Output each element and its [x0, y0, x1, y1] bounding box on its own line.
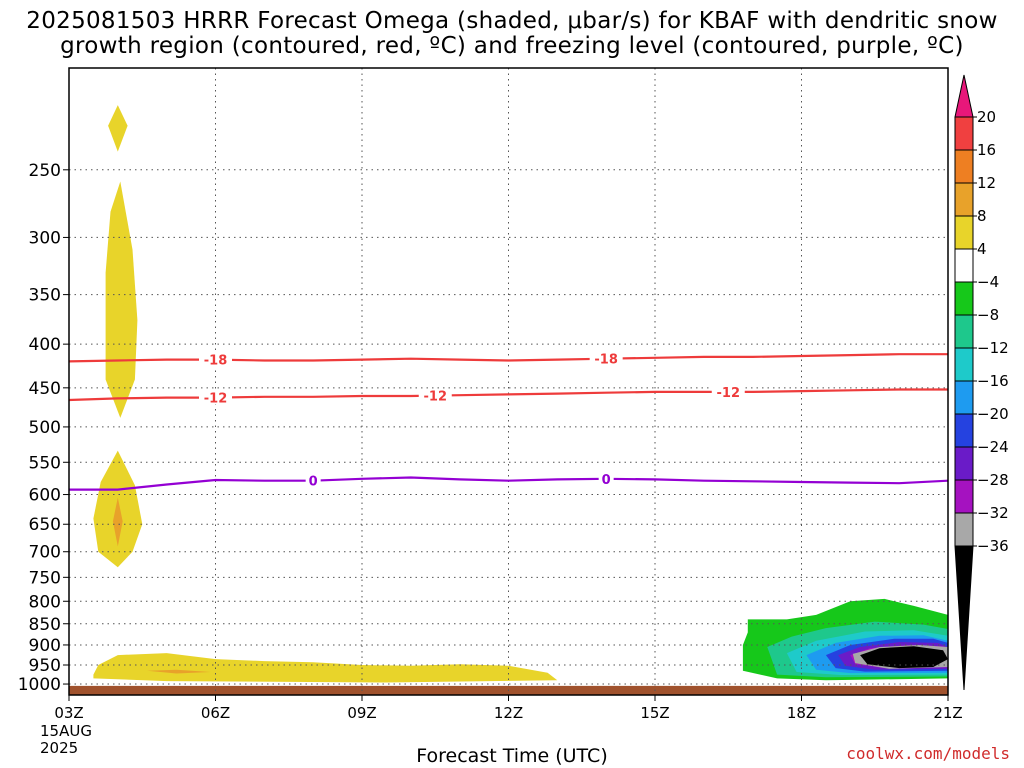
- start-year-label: 2025: [40, 739, 79, 757]
- colorbar-bin: [954, 413, 974, 448]
- y-tick-label: 550: [29, 453, 61, 473]
- y-tick-label: 650: [29, 515, 61, 535]
- colorbar-bin: [954, 116, 974, 151]
- x-tick-label: 18Z: [787, 704, 816, 722]
- contour-label-bg: [199, 352, 232, 367]
- contour-label: -12: [424, 390, 448, 405]
- y-tick-label: 900: [29, 636, 61, 656]
- contour-label: 0: [602, 473, 611, 488]
- colorbar-label: 16: [977, 141, 996, 159]
- contour-label: 0: [309, 475, 318, 490]
- colorbar-bin: [954, 347, 974, 382]
- y-tick-label: 250: [29, 161, 61, 181]
- y-tick-label: 750: [29, 568, 61, 588]
- x-tick-label: 03Z: [54, 704, 83, 722]
- start-date-label: 15AUG: [40, 722, 92, 740]
- credit-link[interactable]: coolwx.com/models: [846, 744, 1010, 763]
- y-tick-label: 400: [29, 335, 61, 355]
- colorbar-bin: [954, 182, 974, 217]
- omega-region-low-level-core: [147, 669, 211, 674]
- contour-label: -12: [717, 386, 741, 401]
- y-tick-label: 600: [29, 486, 61, 506]
- y-tick-label: 500: [29, 418, 61, 438]
- omega-region-upper-rising-tip: [108, 105, 128, 152]
- contour-label-bg: [589, 351, 623, 366]
- colorbar-bin: [954, 380, 974, 415]
- contour-label-bg: [305, 473, 321, 488]
- colorbar-label: −28: [977, 471, 1009, 489]
- contour-lines: -18 -18 -12 -12 -12 0 0: [69, 351, 948, 491]
- colorbar-label: −8: [977, 306, 999, 324]
- colorbar-bin: [954, 149, 974, 184]
- colorbar-label: 4: [977, 240, 987, 258]
- omega-region-mid-rising-core: [112, 497, 123, 547]
- chart-title-line-1: 2025081503 HRRR Forecast Omega (shaded, …: [26, 8, 998, 34]
- contour-label: -18: [594, 353, 618, 368]
- colorbar-label: −4: [977, 273, 999, 291]
- colorbar: 20 16 12 8 4 −4 −8 −12 −16 −20 −24 −28 −32 −36: [954, 74, 1009, 691]
- x-axis-title: Forecast Time (UTC): [416, 745, 608, 767]
- colorbar-label: −36: [977, 537, 1009, 555]
- contour-label: -18: [204, 354, 228, 369]
- x-tick-label: 15Z: [640, 704, 669, 722]
- omega-region-low-level-rising: [93, 653, 558, 683]
- x-tick-label: 12Z: [494, 704, 523, 722]
- contour-line: [69, 476, 948, 491]
- y-tick-label: 350: [29, 286, 61, 306]
- contour-label-bg: [598, 471, 614, 486]
- colorbar-bin: [954, 545, 974, 691]
- contour-label-bg: [711, 384, 745, 399]
- colorbar-bin: [954, 446, 974, 481]
- colorbar-label: −12: [977, 339, 1009, 357]
- x-tick-label: 21Z: [933, 704, 962, 722]
- y-axis: 2503003504004505005506006507007508008509…: [18, 161, 69, 695]
- y-tick-label: 850: [29, 615, 61, 635]
- colorbar-label: −24: [977, 438, 1009, 456]
- colorbar-label: 8: [977, 207, 987, 225]
- chart-title-line-2: growth region (contoured, red, ºC) and f…: [60, 33, 964, 59]
- colorbar-label: −20: [977, 405, 1009, 423]
- y-tick-label: 1000: [18, 675, 61, 695]
- contour-label: -12: [204, 392, 228, 407]
- colorbar-bin: [954, 314, 974, 349]
- colorbar-bin: [954, 215, 974, 250]
- colorbar-label: 12: [977, 174, 996, 192]
- x-axis: 03Z 06Z 09Z 12Z 15Z 18Z 21Z: [54, 695, 963, 722]
- colorbar-bin: [954, 512, 974, 547]
- contour-label-bg: [418, 388, 452, 403]
- grid-lines: [69, 68, 948, 695]
- x-tick-label: 09Z: [347, 704, 376, 722]
- omega-shaded-regions: [93, 105, 948, 683]
- y-tick-label: 800: [29, 592, 61, 612]
- colorbar-label: 20: [977, 108, 996, 126]
- y-tick-label: 450: [29, 379, 61, 399]
- colorbar-bin: [954, 74, 974, 118]
- colorbar-label: −32: [977, 504, 1009, 522]
- omega-region-upper-rising-column: [105, 181, 138, 418]
- y-tick-label: 300: [29, 228, 61, 248]
- colorbar-label: −16: [977, 372, 1009, 390]
- contour-label-bg: [199, 390, 232, 405]
- y-tick-label: 700: [29, 543, 61, 563]
- y-tick-label: 950: [29, 656, 61, 676]
- colorbar-bin: [954, 248, 974, 283]
- colorbar-bin: [954, 479, 974, 514]
- x-tick-label: 06Z: [201, 704, 230, 722]
- colorbar-bin: [954, 281, 974, 316]
- omega-region-sinking-bin-9: [860, 646, 948, 669]
